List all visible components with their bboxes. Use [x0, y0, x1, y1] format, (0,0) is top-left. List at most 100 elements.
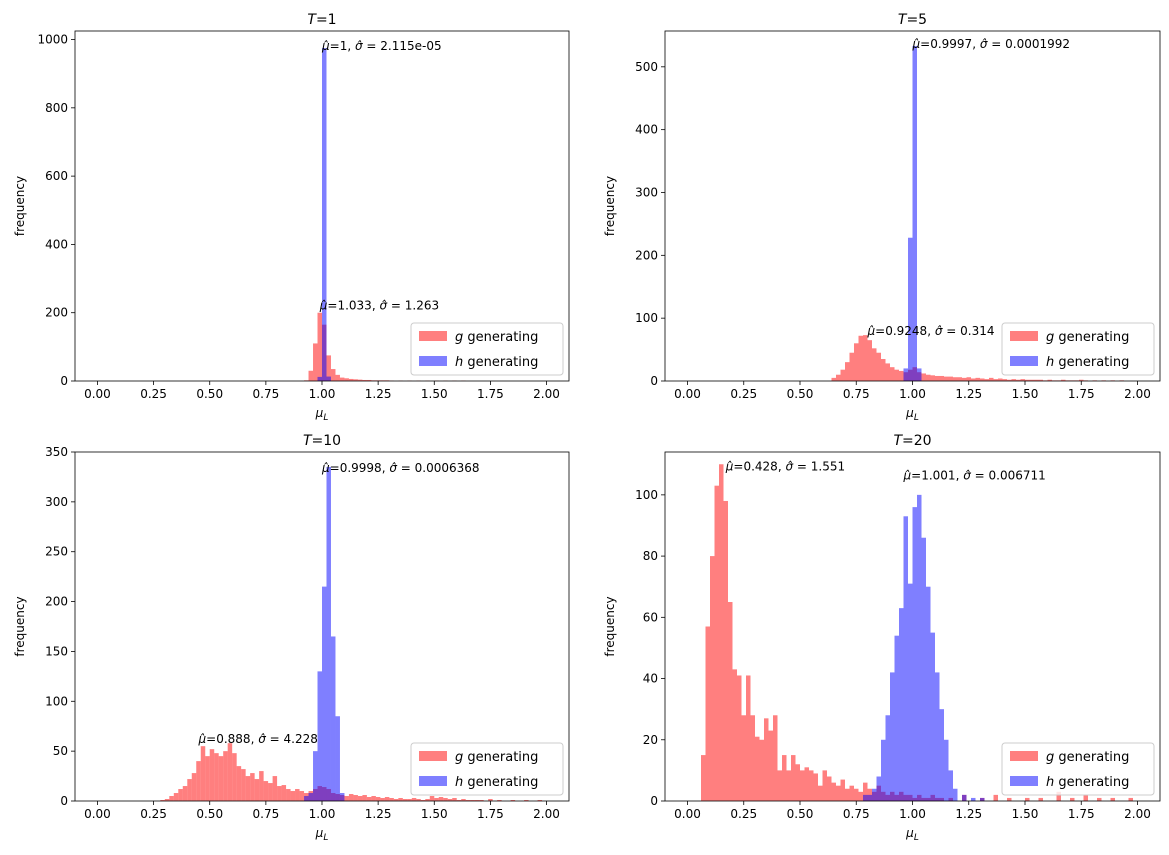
y-tick-label: 0 — [650, 794, 658, 808]
legend: g generating h generating — [1001, 742, 1155, 796]
histogram-bar — [935, 375, 940, 381]
x-tick-label: 0.25 — [730, 807, 757, 821]
x-axis-label: μL — [315, 826, 329, 843]
legend-label-g: g generating — [455, 330, 538, 345]
histogram-bar — [1047, 379, 1052, 381]
histogram-bar — [984, 379, 989, 381]
histogram-bar — [867, 794, 872, 801]
histogram-bar — [849, 352, 854, 381]
histogram-bar — [173, 793, 179, 801]
histogram-bar — [304, 796, 309, 801]
legend-label-h: h generating — [455, 355, 538, 370]
histogram-bar — [434, 798, 439, 801]
histogram-bar — [764, 718, 769, 801]
y-tick-label: 150 — [45, 644, 68, 658]
histogram-bar — [443, 798, 448, 801]
stats-annotation: μ̂=1.033, σ̂ = 1.263 — [319, 298, 439, 312]
histogram-bar — [795, 764, 800, 801]
histogram-bar — [746, 675, 751, 801]
histogram-bar — [411, 798, 417, 801]
histogram-bar — [1007, 379, 1012, 381]
histogram-bar — [290, 791, 296, 801]
histogram-bar — [872, 348, 877, 381]
histogram-bar — [705, 626, 710, 801]
histogram-bar — [1029, 379, 1034, 381]
x-tick-label: 1.25 — [955, 387, 982, 401]
x-tick-label: 0.50 — [787, 807, 814, 821]
x-tick-label: 1.75 — [1068, 387, 1095, 401]
histogram-bar — [375, 797, 381, 801]
histogram-bar — [245, 776, 251, 801]
y-tick-label: 300 — [635, 185, 658, 199]
legend-label-h: h generating — [455, 775, 538, 790]
stats-annotation: μ̂=1.001, σ̂ = 0.006711 — [903, 469, 1046, 483]
legend-swatch-h — [1010, 356, 1038, 366]
histogram-bar — [836, 374, 841, 381]
legend-box — [410, 322, 564, 376]
x-tick-label: 1.25 — [365, 387, 392, 401]
histogram-bar — [393, 799, 399, 801]
histogram-bar — [268, 783, 273, 801]
histogram-bar — [326, 376, 331, 381]
histogram-bar — [930, 375, 935, 381]
stats-annotation: μ̂=0.888, σ̂ = 4.228 — [198, 732, 318, 746]
histogram-bar — [773, 715, 778, 801]
subplot-3: 0.00 0.25 0.50 0.75 1.00 1.25 1.50 1.75 2.00 0 50 1… — [13, 433, 570, 843]
histogram-bar — [330, 636, 336, 801]
legend-label-h: h generating — [1046, 775, 1129, 790]
histogram-bar — [286, 789, 291, 801]
histogram-bar — [456, 800, 462, 801]
histogram-bar — [831, 782, 836, 801]
histogram-bar — [863, 782, 868, 801]
x-tick-label: 1.00 — [309, 807, 336, 821]
x-tick-label: 0.50 — [196, 387, 223, 401]
histogram-bar — [438, 797, 444, 801]
histogram-bar — [1083, 794, 1088, 801]
legend-label-h: h generating — [1046, 355, 1129, 370]
histogram-bar — [845, 362, 850, 381]
series-h-generating — [317, 48, 331, 381]
legend-swatch-g — [1010, 751, 1038, 761]
histogram-bar — [899, 370, 904, 381]
y-tick-label: 100 — [635, 311, 658, 325]
histogram-bar — [479, 800, 484, 801]
histogram-bar — [524, 800, 529, 801]
legend-swatch-g — [419, 331, 447, 341]
histogram-bar — [366, 797, 372, 801]
histogram-bar — [209, 749, 215, 801]
histogram-bar — [836, 785, 841, 801]
y-tick-label: 1000 — [37, 33, 68, 47]
stats-annotation-text: μ̂=0.9997, σ̂ = 0.0001992 — [912, 37, 1071, 51]
histogram-bar — [313, 751, 318, 801]
histogram-bar — [881, 359, 886, 381]
y-tick-label: 0 — [60, 794, 68, 808]
histogram-bar — [362, 795, 367, 801]
histogram-bar — [971, 378, 976, 381]
histogram-bar — [872, 788, 877, 801]
histogram-bar — [993, 379, 998, 381]
histogram-bar — [537, 800, 543, 801]
histogram-bar — [980, 797, 985, 801]
x-tick-label: 0.25 — [140, 807, 167, 821]
histogram-bar — [389, 798, 394, 801]
histogram-bar — [317, 671, 322, 801]
histogram-bar — [164, 799, 170, 801]
y-tick-label: 200 — [45, 306, 68, 320]
histogram-bar — [710, 556, 715, 801]
histogram-bar — [971, 797, 976, 801]
y-tick-label: 500 — [635, 60, 658, 74]
subplot-2: 0.00 0.25 0.50 0.75 1.00 1.25 1.50 1.75 2.00 0 100… — [603, 12, 1161, 423]
histogram-bar — [948, 770, 953, 801]
histogram-bar — [858, 791, 863, 801]
y-tick-label: 100 — [635, 488, 658, 502]
histogram-bar — [854, 343, 859, 381]
histogram-bar — [890, 672, 895, 801]
legend-box — [410, 742, 564, 796]
histogram-bar — [497, 800, 502, 801]
histogram-bar — [227, 743, 233, 801]
histogram-bar — [259, 771, 264, 801]
histogram-bar — [1002, 379, 1007, 381]
histogram-bar — [232, 753, 237, 801]
histogram-bar — [917, 494, 922, 801]
histogram-bar — [425, 799, 430, 801]
